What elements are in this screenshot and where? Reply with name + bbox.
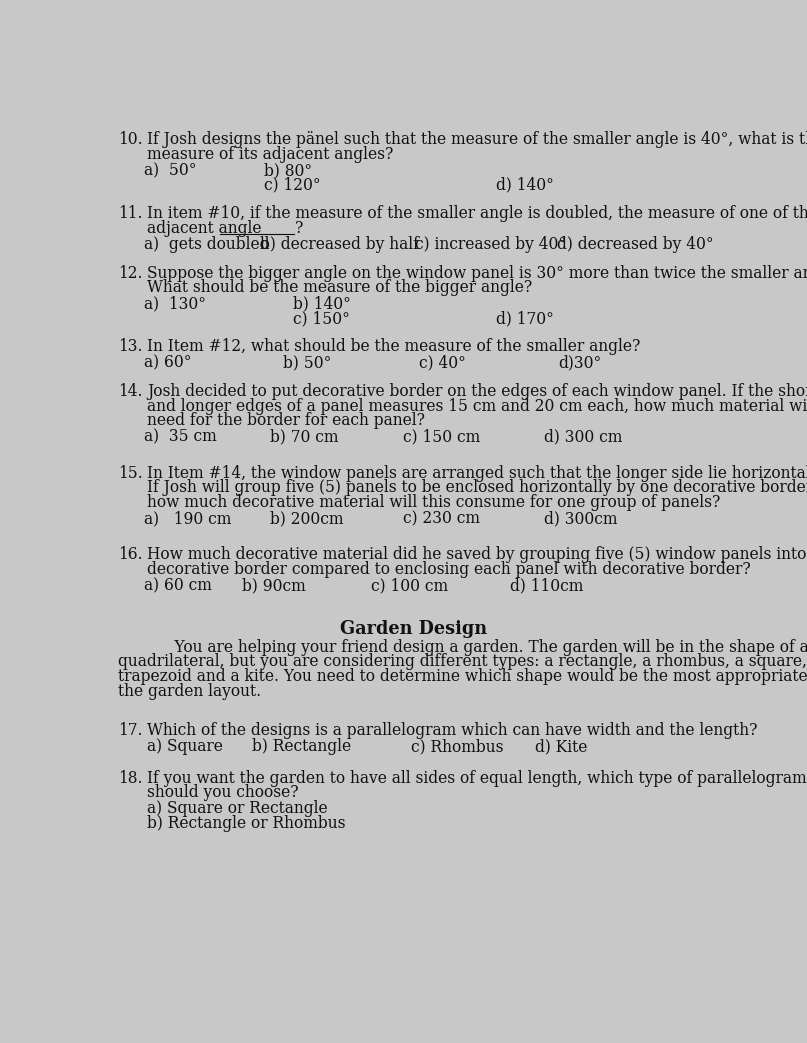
Text: a) 60 cm: a) 60 cm [144,577,211,595]
Text: 16.: 16. [118,547,143,563]
Text: b) 140°: b) 140° [293,295,351,312]
Text: d) 170°: d) 170° [496,310,554,326]
Text: d) 110cm: d) 110cm [510,577,583,595]
Text: Suppose the bigger angle on the window panel is 30° more than twice the smaller : Suppose the bigger angle on the window p… [148,265,807,282]
Text: b) 90cm: b) 90cm [242,577,306,595]
Text: In Item #12, what should be the measure of the smaller angle?: In Item #12, what should be the measure … [148,338,641,356]
Text: d) Kite: d) Kite [535,738,587,755]
Text: quadrilateral, but you are considering different types: a rectangle, a rhombus, : quadrilateral, but you are considering d… [118,653,807,671]
Text: You are helping your friend design a garden. The garden will be in the shape of : You are helping your friend design a gar… [155,638,807,656]
Text: how much decorative material will this consume for one group of panels?: how much decorative material will this c… [148,494,721,511]
Text: If Josh will group five (5) panels to be enclosed horizontally by one decorative: If Josh will group five (5) panels to be… [148,480,807,496]
Text: Which of the designs is a parallelogram which can have width and the length?: Which of the designs is a parallelogram … [148,722,758,738]
Text: a) Square or Rectangle: a) Square or Rectangle [148,800,328,818]
Text: a)  130°: a) 130° [144,295,206,312]
Text: a)  gets doubled: a) gets doubled [144,236,269,253]
Text: c) Rhombus: c) Rhombus [411,738,504,755]
Text: b) Rectangle: b) Rectangle [252,738,351,755]
Text: adjacent angle: adjacent angle [148,220,262,237]
Text: 11.: 11. [118,205,142,222]
Text: b) 80°: b) 80° [264,162,312,179]
Text: measure of its adjacent angles?: measure of its adjacent angles? [148,146,394,163]
Text: ?: ? [295,220,303,237]
Text: a)  35 cm: a) 35 cm [144,429,216,445]
Text: a) 60°: a) 60° [144,355,191,371]
Text: the garden layout.: the garden layout. [118,682,261,700]
Text: b) 200cm: b) 200cm [270,510,343,527]
Text: c) increased by 40°: c) increased by 40° [415,236,566,253]
Text: 14.: 14. [118,383,142,401]
Text: b) 50°: b) 50° [283,355,332,371]
Text: need for the border for each panel?: need for the border for each panel? [148,412,425,430]
Text: a)  50°: a) 50° [144,162,196,179]
Text: If you want the garden to have all sides of equal length, which type of parallel: If you want the garden to have all sides… [148,770,807,786]
Text: c) 150°: c) 150° [293,310,350,326]
Text: 12.: 12. [118,265,142,282]
Text: b) Rectangle or Rhombus: b) Rectangle or Rhombus [148,815,346,832]
Text: d)30°: d)30° [558,355,601,371]
Text: 18.: 18. [118,770,142,786]
Text: If Josh designs the pänel such that the measure of the smaller angle is 40°, wha: If Josh designs the pänel such that the … [148,131,807,148]
Text: d) 140°: d) 140° [496,176,554,194]
Text: a)   190 cm: a) 190 cm [144,510,231,527]
Text: should you choose?: should you choose? [148,784,299,801]
Text: d) 300cm: d) 300cm [544,510,617,527]
Text: 13.: 13. [118,338,142,356]
Text: b) decreased by half: b) decreased by half [260,236,419,253]
Text: d) decreased by 40°: d) decreased by 40° [557,236,713,253]
Text: c) 40°: c) 40° [419,355,466,371]
Text: 17.: 17. [118,722,142,738]
Text: 10.: 10. [118,131,143,148]
Text: c) 150 cm: c) 150 cm [404,429,480,445]
Text: trapezoid and a kite. You need to determine which shape would be the most approp: trapezoid and a kite. You need to determ… [118,668,807,685]
Text: Josh decided to put decorative border on the edges of each window panel. If the : Josh decided to put decorative border on… [148,383,807,401]
Text: In item #10, if the measure of the smaller angle is doubled, the measure of one : In item #10, if the measure of the small… [148,205,807,222]
Text: decorative border compared to enclosing each panel with decorative border?: decorative border compared to enclosing … [148,561,751,578]
Text: a) Square: a) Square [148,738,224,755]
Text: c) 100 cm: c) 100 cm [370,577,448,595]
Text: Garden Design: Garden Design [340,620,487,637]
Text: b) 70 cm: b) 70 cm [270,429,338,445]
Text: and longer edges of a panel measures 15 cm and 20 cm each, how much material wil: and longer edges of a panel measures 15 … [148,397,807,415]
Text: c) 230 cm: c) 230 cm [404,510,480,527]
Text: c) 120°: c) 120° [264,176,320,194]
Text: d) 300 cm: d) 300 cm [544,429,622,445]
Text: In Item #14, the window panels are arranged such that the longer side lie horizo: In Item #14, the window panels are arran… [148,465,807,482]
Text: 15.: 15. [118,465,143,482]
Text: How much decorative material did he saved by grouping five (5) window panels int: How much decorative material did he save… [148,547,807,563]
Text: What should be the measure of the bigger angle?: What should be the measure of the bigger… [148,280,533,296]
